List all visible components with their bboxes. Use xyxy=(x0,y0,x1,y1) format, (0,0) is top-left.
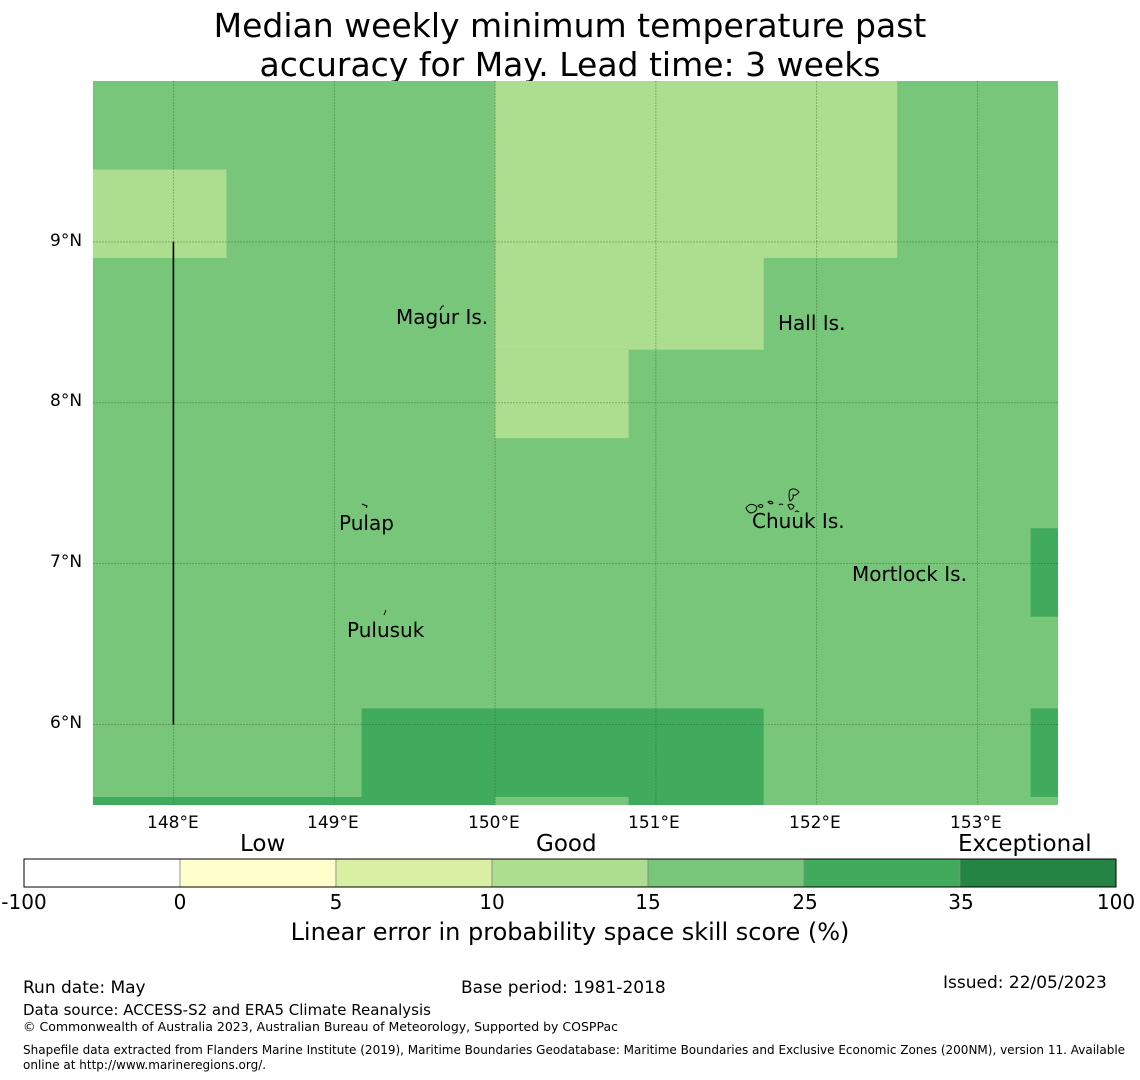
lon-tick-151e: 151°E xyxy=(628,813,680,833)
colorbar-segment-3 xyxy=(491,858,649,888)
colorbar-tick-100: 100 xyxy=(1096,890,1136,914)
colorbar-tick-25: 25 xyxy=(792,890,818,914)
colorbar-outline xyxy=(23,858,1117,888)
place-label-magur: Magur Is. xyxy=(396,305,489,329)
map-title-line1: Median weekly minimum temperature past xyxy=(213,6,927,45)
place-label-mortlock: Mortlock Is. xyxy=(852,562,967,586)
data-source: Data source: ACCESS-S2 and ERA5 Climate … xyxy=(23,1001,431,1019)
colorbar-segment-4 xyxy=(647,858,805,888)
colorbar-segment-6 xyxy=(959,858,1117,888)
pulap-island-outline xyxy=(361,503,368,509)
lon-tick-148e: 148°E xyxy=(147,813,199,833)
copyright: © Commonwealth of Australia 2023, Austra… xyxy=(23,1019,618,1034)
island-outlines xyxy=(361,305,800,616)
skill-region-5 xyxy=(361,708,764,805)
shapefile-credit-line1: Shapefile data extracted from Flanders M… xyxy=(23,1043,1126,1057)
skill-region-6 xyxy=(93,796,362,805)
magur-island-outline xyxy=(439,305,445,311)
colorbar-tick-10: 10 xyxy=(479,890,505,914)
place-label-pulusuk: Pulusuk xyxy=(347,618,425,642)
run-date: Run date: May xyxy=(23,978,146,998)
lat-tick-6n: 6°N xyxy=(50,713,83,733)
colorbar-label: Linear error in probability space skill … xyxy=(290,918,850,946)
map-title-line2: accuracy for May. Lead time: 3 weeks xyxy=(259,45,881,84)
place-label-pulap: Pulap xyxy=(339,511,394,535)
issued-date: Issued: 22/05/2023 xyxy=(943,973,1107,993)
skill-region-4 xyxy=(495,349,629,439)
shapefile-credit-line2: online at http://www.marineregions.org/. xyxy=(23,1058,267,1072)
colorbar-category-low: Low xyxy=(240,831,286,857)
lat-tick-9n: 9°N xyxy=(50,231,83,251)
skill-region-1 xyxy=(93,169,227,258)
colorbar-tick-minus100: -100 xyxy=(1,890,47,914)
lat-tick-8n: 8°N xyxy=(50,391,83,411)
skill-region-7 xyxy=(495,796,629,805)
colorbar-tick-5: 5 xyxy=(329,890,343,914)
place-label-chuuk: Chuuk Is. xyxy=(752,509,845,533)
colorbar-segment-2 xyxy=(335,858,493,888)
map-title: Median weekly minimum temperature past a… xyxy=(0,6,1140,84)
skill-regions xyxy=(93,81,1058,805)
lon-tick-149e: 149°E xyxy=(307,813,359,833)
lat-tick-7n: 7°N xyxy=(50,552,83,572)
colorbar-segment-5 xyxy=(803,858,961,888)
lon-tick-152e: 152°E xyxy=(789,813,841,833)
skill-region-8 xyxy=(1030,528,1058,617)
lon-tick-153e: 153°E xyxy=(950,813,1002,833)
colorbar-tick-35: 35 xyxy=(948,890,974,914)
base-period: Base period: 1981-2018 xyxy=(461,978,666,998)
pulusuk-island-outline xyxy=(383,609,387,616)
chuuk-island-outline xyxy=(745,488,800,514)
place-label-hall: Hall Is. xyxy=(778,311,846,335)
colorbar-segment-0 xyxy=(23,858,181,888)
colorbar-segment-1 xyxy=(179,858,337,888)
colorbar-tick-0: 0 xyxy=(173,890,187,914)
skill-region-3 xyxy=(495,257,764,350)
colorbar xyxy=(23,858,1117,888)
colorbar-category-good: Good xyxy=(536,831,597,857)
colorbar-category-exceptional: Exceptional xyxy=(958,831,1092,857)
gridlines xyxy=(93,81,1058,805)
skill-region-2 xyxy=(495,81,898,258)
skill-region-9 xyxy=(1030,708,1058,797)
lon-tick-150e: 150°E xyxy=(468,813,520,833)
colorbar-tick-15: 15 xyxy=(635,890,661,914)
